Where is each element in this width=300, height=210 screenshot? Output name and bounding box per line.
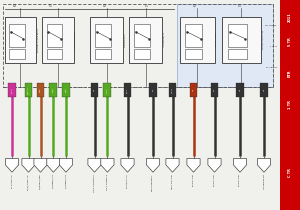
Bar bbox=[149, 83, 157, 97]
Bar bbox=[47, 49, 62, 59]
Bar bbox=[177, 4, 273, 87]
Bar bbox=[124, 83, 131, 97]
Polygon shape bbox=[22, 159, 35, 172]
Text: C1: C1 bbox=[193, 88, 194, 91]
Text: STARTER RELAY: STARTER RELAY bbox=[75, 32, 76, 48]
Text: C5-0: C5-0 bbox=[11, 87, 13, 93]
Polygon shape bbox=[121, 159, 134, 172]
Text: C3: C3 bbox=[103, 4, 107, 8]
Bar bbox=[37, 83, 44, 97]
Polygon shape bbox=[59, 159, 73, 172]
Text: TRAILER TOW LAM: TRAILER TOW LAM bbox=[262, 30, 264, 50]
Text: C1: C1 bbox=[263, 88, 265, 91]
Bar bbox=[62, 83, 70, 97]
Bar bbox=[95, 24, 112, 47]
Text: C1-G: C1-G bbox=[172, 87, 173, 93]
Bar bbox=[50, 83, 57, 97]
Bar bbox=[280, 0, 300, 210]
Bar bbox=[129, 17, 162, 63]
Text: C1: C1 bbox=[238, 4, 242, 8]
Text: Tail Elec Car: Tail Elec Car bbox=[193, 174, 194, 187]
Text: C2: C2 bbox=[152, 88, 154, 91]
Text: C86: C86 bbox=[53, 87, 54, 92]
Text: C3: C3 bbox=[13, 4, 17, 8]
Polygon shape bbox=[34, 159, 47, 172]
Polygon shape bbox=[47, 159, 60, 172]
Polygon shape bbox=[146, 159, 160, 172]
Bar bbox=[228, 24, 248, 47]
Polygon shape bbox=[233, 159, 247, 172]
Bar bbox=[9, 24, 25, 47]
Text: B(G) Signal Ln: B(G) Signal Ln bbox=[28, 174, 29, 190]
Text: Trailer Elec Car: Trailer Elec Car bbox=[172, 174, 173, 190]
Text: 1 TF G: 1 TF G bbox=[270, 46, 277, 47]
Text: RF ABS GT: RF ABS GT bbox=[266, 67, 277, 68]
Text: C1: C1 bbox=[145, 4, 149, 8]
Bar bbox=[228, 49, 248, 59]
Bar bbox=[260, 83, 268, 97]
Text: Bl Output Ln: Bl Output Ln bbox=[11, 174, 13, 188]
Bar bbox=[3, 4, 273, 87]
Text: B1-1: B1-1 bbox=[127, 87, 128, 93]
Bar bbox=[169, 83, 176, 97]
Bar bbox=[185, 24, 202, 47]
Text: 2011: 2011 bbox=[288, 12, 292, 22]
Text: C86-G: C86-G bbox=[28, 86, 29, 93]
Bar bbox=[42, 17, 74, 63]
Polygon shape bbox=[88, 159, 101, 172]
Text: HORN RELAY: HORN RELAY bbox=[124, 33, 126, 47]
Text: 2(Green) Sys: 2(Green) Sys bbox=[52, 174, 54, 188]
Text: H1-2 Heater Ln: H1-2 Heater Ln bbox=[107, 174, 108, 190]
Text: 1 TR: 1 TR bbox=[288, 101, 292, 109]
Bar bbox=[103, 83, 111, 97]
Bar bbox=[9, 49, 25, 59]
Bar bbox=[4, 17, 36, 63]
Bar bbox=[236, 83, 244, 97]
Polygon shape bbox=[101, 159, 114, 172]
Text: C1: C1 bbox=[94, 88, 95, 91]
Text: C2: C2 bbox=[214, 88, 215, 91]
Text: C1: C1 bbox=[239, 88, 241, 91]
Bar bbox=[134, 24, 150, 47]
Text: RR ABS GT: RR ABS GT bbox=[266, 25, 277, 26]
Bar bbox=[25, 83, 32, 97]
Bar bbox=[8, 83, 16, 97]
Text: TRAILER TOW: TRAILER TOW bbox=[216, 33, 217, 47]
Bar bbox=[190, 83, 197, 97]
Text: 2(Brown) Eng: 2(Brown) Eng bbox=[40, 174, 41, 189]
Polygon shape bbox=[166, 159, 179, 172]
Text: Tail Elec Car: Tail Elec Car bbox=[214, 174, 215, 187]
Text: H1-5: H1-5 bbox=[107, 87, 108, 93]
Text: BATTERY SAVER RELAY: BATTERY SAVER RELAY bbox=[38, 28, 39, 52]
Bar bbox=[180, 17, 214, 63]
Text: Trailercondenser: Trailercondenser bbox=[152, 174, 154, 192]
Bar bbox=[211, 83, 218, 97]
Text: ACORN RELAY: ACORN RELAY bbox=[164, 32, 165, 47]
Bar bbox=[95, 49, 112, 59]
Polygon shape bbox=[257, 159, 271, 172]
Bar bbox=[47, 24, 62, 47]
Text: 5 TR: 5 TR bbox=[288, 38, 292, 46]
Text: 2(Green) Sys: 2(Green) Sys bbox=[65, 174, 67, 188]
Polygon shape bbox=[187, 159, 200, 172]
Text: Bk Heater Ln: Bk Heater Ln bbox=[127, 174, 128, 188]
Text: Cb Service Frt: Cb Service Frt bbox=[263, 174, 265, 189]
Text: ETR: ETR bbox=[288, 70, 292, 77]
Text: C2: C2 bbox=[193, 4, 197, 8]
Text: C1: C1 bbox=[49, 4, 53, 8]
Bar bbox=[91, 83, 98, 97]
Text: Hold-2 Heater Ln: Hold-2 Heater Ln bbox=[94, 174, 95, 192]
Text: C86: C86 bbox=[40, 87, 41, 92]
Bar bbox=[134, 49, 150, 59]
Bar bbox=[90, 17, 123, 63]
Polygon shape bbox=[208, 159, 221, 172]
Polygon shape bbox=[5, 159, 19, 172]
Bar bbox=[185, 49, 202, 59]
Text: Tail Elec Car: Tail Elec Car bbox=[239, 174, 241, 187]
Bar bbox=[222, 17, 261, 63]
Text: C85: C85 bbox=[65, 87, 67, 92]
Text: C TR: C TR bbox=[288, 168, 292, 177]
